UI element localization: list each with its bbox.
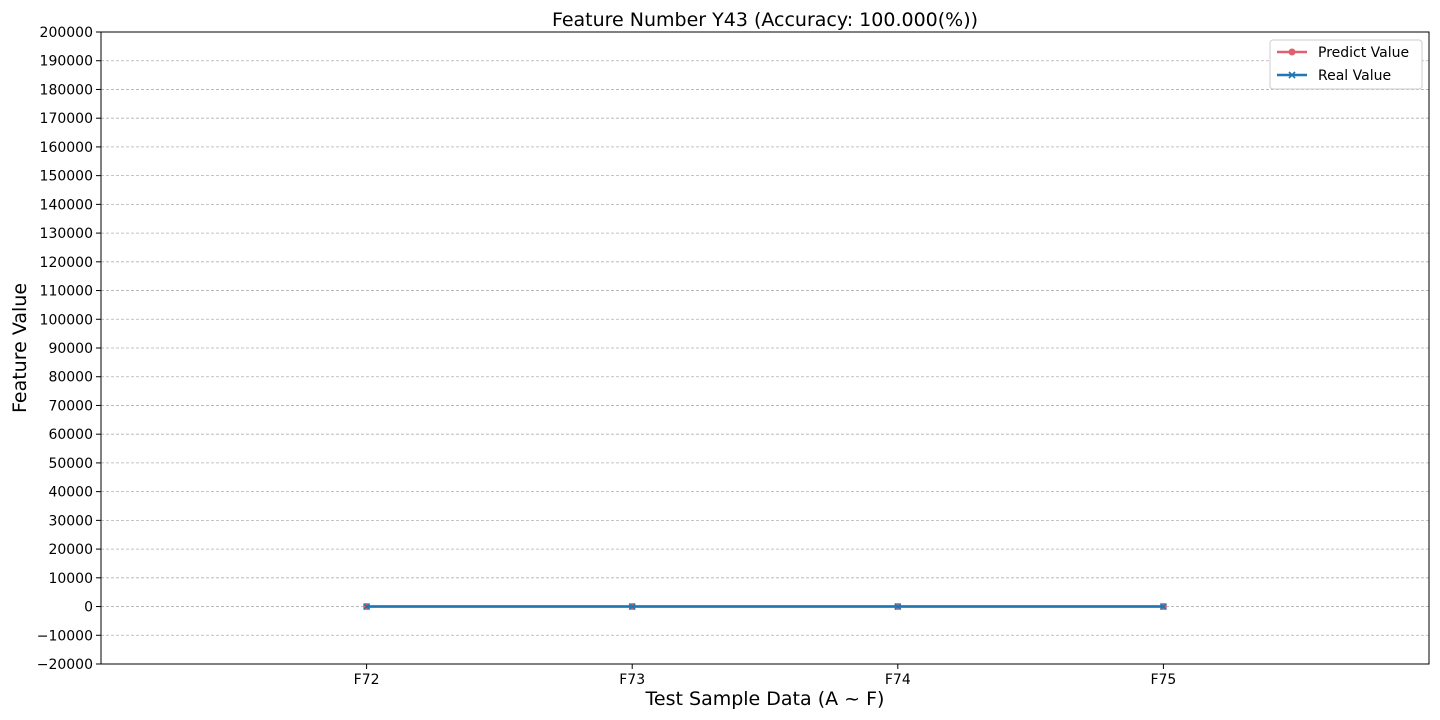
- legend-label-predict: Predict Value: [1318, 45, 1409, 61]
- y-tick-label: 200000: [40, 25, 93, 41]
- legend-marker-real: [1288, 71, 1296, 79]
- y-tick-label: 80000: [48, 370, 93, 386]
- y-tick-label: −10000: [37, 628, 93, 644]
- y-tick-label: 150000: [40, 169, 93, 185]
- legend-label-real: Real Value: [1318, 68, 1391, 84]
- x-axis-label: Test Sample Data (A ~ F): [645, 688, 885, 710]
- y-tick-label: 130000: [40, 226, 93, 242]
- data-point: [628, 602, 636, 611]
- y-tick-label: 0: [84, 600, 93, 616]
- legend-item-predict: Predict Value: [1277, 45, 1409, 61]
- y-tick-label: 60000: [48, 427, 93, 443]
- chart-title: Feature Number Y43 (Accuracy: 100.000(%)…: [552, 9, 978, 31]
- y-tick-label: 20000: [48, 542, 93, 558]
- y-tick-label: 170000: [40, 111, 93, 127]
- y-axis-ticks: −20000 −10000 0 10000 20000 30000 40000 50000 60…: [37, 25, 101, 673]
- y-tick-label: 70000: [48, 398, 93, 414]
- y-tick-label: 50000: [48, 456, 93, 472]
- y-tick-label: 100000: [40, 312, 93, 328]
- y-tick-label: 40000: [48, 485, 93, 501]
- y-axis-label: Feature Value: [9, 283, 31, 413]
- legend: Predict Value Real Value: [1269, 39, 1423, 90]
- y-tick-label: −20000: [37, 657, 93, 673]
- y-tick-label: 90000: [48, 341, 93, 357]
- y-tick-label: 10000: [48, 571, 93, 587]
- grid-lines: [101, 31, 1429, 665]
- x-tick-label: F74: [885, 672, 911, 688]
- series-layer: [363, 602, 1167, 611]
- y-tick-label: 190000: [40, 54, 93, 70]
- y-tick-label: 30000: [48, 513, 93, 529]
- data-point: [894, 602, 902, 611]
- y-tick-label: 180000: [40, 82, 93, 98]
- y-tick-label: 120000: [40, 255, 93, 271]
- x-tick-label: F73: [619, 672, 645, 688]
- plot-frame: [100, 31, 1430, 665]
- legend-box: [1269, 39, 1423, 90]
- x-axis-ticks: F72 F73 F74 F75: [354, 664, 1176, 688]
- data-point: [363, 602, 371, 611]
- legend-item-real: Real Value: [1277, 68, 1391, 84]
- y-tick-label: 140000: [40, 197, 93, 213]
- data-point: [1159, 602, 1167, 611]
- x-tick-label: F72: [354, 672, 380, 688]
- x-tick-label: F75: [1150, 672, 1176, 688]
- legend-marker-predict: [1288, 48, 1296, 56]
- y-tick-label: 110000: [40, 284, 93, 300]
- y-tick-label: 160000: [40, 140, 93, 156]
